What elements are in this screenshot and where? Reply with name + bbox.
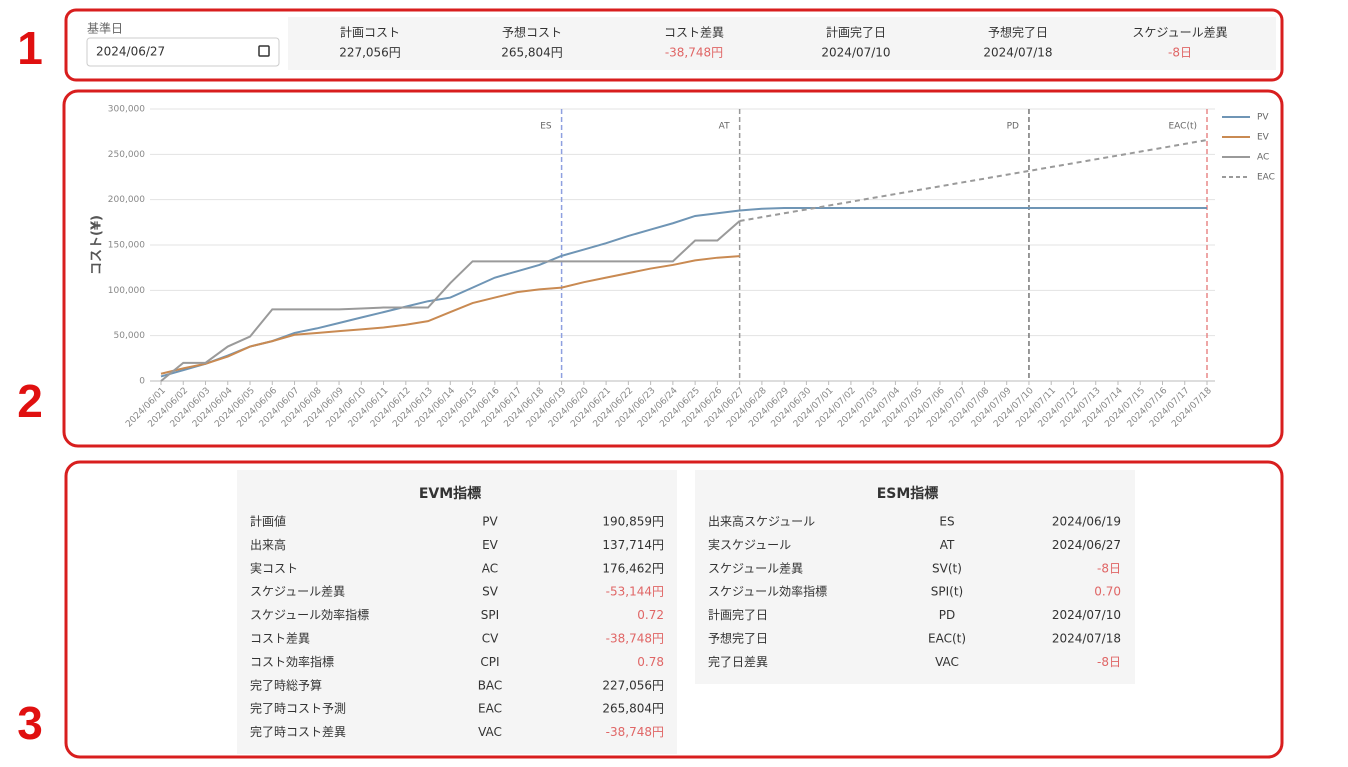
marker-label: EAC(t) (1168, 122, 1197, 132)
summary-label: コスト差異 (664, 26, 724, 40)
row-label: 出来高 (250, 538, 286, 552)
row-label: コスト差異 (250, 632, 310, 646)
row-value: 2024/07/18 (1052, 632, 1121, 646)
row-abbr: SPI (481, 608, 499, 622)
summary-value: 265,804円 (501, 46, 563, 60)
row-abbr: BAC (478, 678, 503, 692)
date-value: 2024/06/27 (96, 45, 165, 59)
date-label: 基準日 (87, 21, 123, 36)
row-abbr: PD (939, 608, 955, 622)
summary-label: スケジュール差異 (1132, 26, 1227, 40)
row-value: -53,144円 (606, 585, 664, 599)
table-title: ESM指標 (877, 485, 939, 502)
y-tick-label: 300,000 (108, 105, 145, 115)
summary-label: 予想コスト (502, 25, 562, 40)
series-line (160, 206, 1207, 378)
summary-label: 計画コスト (340, 25, 400, 40)
legend-label: AC (1257, 153, 1269, 163)
row-value: 0.72 (637, 608, 664, 622)
summary-label: 予想完了日 (988, 25, 1048, 40)
legend-label: PV (1257, 113, 1269, 123)
row-abbr: AC (482, 561, 498, 575)
row-abbr: EAC(t) (928, 632, 966, 646)
series-line (160, 220, 741, 382)
row-value: -8日 (1097, 561, 1121, 575)
y-tick-label: 100,000 (108, 286, 145, 296)
row-label: 完了時コスト差異 (250, 725, 346, 739)
series-line (739, 139, 1208, 222)
row-label: スケジュール効率指標 (250, 607, 369, 622)
row-label: スケジュール効率指標 (708, 584, 827, 599)
row-value: 0.70 (1094, 585, 1121, 599)
summary-value: 2024/07/18 (983, 46, 1052, 60)
row-abbr: EAC (478, 702, 502, 716)
row-abbr: CPI (480, 655, 499, 669)
row-label: スケジュール差異 (708, 561, 803, 575)
series-line (160, 255, 740, 375)
summary-value: -38,748円 (665, 46, 723, 60)
row-abbr: SV (482, 585, 499, 599)
callout-box (62, 89, 1284, 448)
row-value: 227,056円 (602, 678, 664, 692)
row-abbr: EV (482, 538, 499, 552)
row-label: 完了日差異 (708, 655, 768, 669)
row-label: スケジュール差異 (250, 585, 345, 599)
row-label: コスト効率指標 (250, 654, 334, 669)
row-label: 出来高スケジュール (708, 515, 815, 529)
callout-box (64, 8, 1284, 82)
row-value: 190,859円 (602, 515, 664, 529)
row-abbr: CV (482, 632, 499, 646)
row-label: 実コスト (250, 561, 298, 575)
row-label: 実スケジュール (708, 538, 791, 552)
row-value: 176,462円 (602, 561, 664, 575)
y-axis-label: コスト(¥) (90, 215, 105, 275)
row-label: 計画完了日 (708, 607, 768, 622)
row-abbr: VAC (478, 725, 502, 739)
callout-number: 2 (17, 375, 43, 427)
row-abbr: SV(t) (932, 561, 962, 575)
y-tick-label: 250,000 (108, 150, 145, 160)
row-abbr: VAC (935, 655, 959, 669)
summary-panel (288, 17, 1276, 70)
evm-panel (237, 470, 677, 754)
row-abbr: PV (482, 515, 498, 529)
row-value: 2024/06/27 (1052, 538, 1121, 552)
marker-label: PD (1007, 122, 1019, 132)
y-tick-label: 0 (139, 377, 145, 387)
esm-panel (695, 470, 1135, 684)
summary-value: 227,056円 (339, 46, 401, 60)
y-tick-label: 50,000 (114, 331, 146, 341)
marker-label: ES (540, 122, 552, 132)
legend-label: EV (1257, 133, 1270, 143)
row-value: 265,804円 (602, 702, 664, 716)
row-value: 0.78 (637, 655, 664, 669)
marker-label: AT (719, 122, 730, 132)
summary-value: -8日 (1168, 46, 1192, 60)
row-abbr: AT (940, 538, 955, 552)
row-value: 137,714円 (602, 538, 664, 552)
callout-number: 1 (17, 22, 43, 74)
y-tick-label: 150,000 (108, 241, 145, 251)
row-value: -38,748円 (606, 632, 664, 646)
row-abbr: SPI(t) (931, 585, 963, 599)
callout-number: 3 (17, 697, 43, 749)
row-value: 2024/06/19 (1052, 515, 1121, 529)
callout-box (64, 460, 1284, 759)
date-input[interactable] (86, 37, 280, 67)
row-value: -38,748円 (606, 725, 664, 739)
row-label: 計画値 (250, 514, 286, 529)
y-tick-label: 200,000 (108, 195, 145, 205)
summary-label: 計画完了日 (826, 25, 886, 40)
summary-value: 2024/07/10 (821, 46, 890, 60)
row-value: -8日 (1097, 655, 1121, 669)
row-abbr: ES (939, 515, 954, 529)
row-value: 2024/07/10 (1052, 608, 1121, 622)
legend-label: EAC (1257, 173, 1275, 183)
calendar-icon[interactable] (258, 45, 270, 57)
row-label: 完了時コスト予測 (250, 702, 346, 716)
table-title: EVM指標 (419, 485, 481, 502)
row-label: 予想完了日 (708, 631, 768, 646)
row-label: 完了時総予算 (250, 677, 322, 692)
